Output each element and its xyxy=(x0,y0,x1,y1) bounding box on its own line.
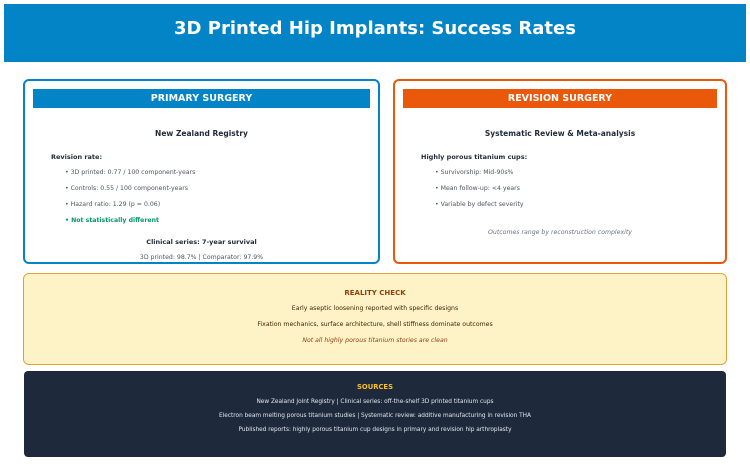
bullet-not-significant: • Not statistically different xyxy=(65,217,159,224)
source-line: Published reports: highly porous titaniu… xyxy=(238,427,512,433)
bullet-follow-up: • Mean follow-up: <4 years xyxy=(435,185,520,192)
reality-check-title: REALITY CHECK xyxy=(344,289,406,297)
reality-check-line: Early aseptic loosening reported with sp… xyxy=(291,305,459,312)
sources-title: SOURCES xyxy=(357,383,393,391)
revision-rate-label: Revision rate: xyxy=(51,153,103,161)
primary-source-title: New Zealand Registry xyxy=(155,129,248,138)
sources-box: SOURCES New Zealand Joint Registry | Cli… xyxy=(24,371,726,457)
source-line: New Zealand Joint Registry | Clinical se… xyxy=(256,399,494,405)
primary-surgery-panel: PRIMARY SURGERY New Zealand Registry Rev… xyxy=(23,79,380,264)
clinical-series-values: 3D printed: 98.7% | Comparator: 97.9% xyxy=(139,254,264,261)
reality-check-note: Not all highly porous titanium stories a… xyxy=(302,337,448,344)
source-line: Electron beam melting porous titanium st… xyxy=(218,413,531,419)
revision-outcomes-note: Outcomes range by reconstruction complex… xyxy=(488,229,632,236)
bullet-defect-severity: • Variable by defect severity xyxy=(435,201,524,208)
revision-surgery-panel: REVISION SURGERY Systematic Review & Met… xyxy=(393,79,727,264)
bullet-controls-rate: • Controls: 0.55 / 100 component-years xyxy=(65,185,188,192)
revision-bullet-list: • Survivorship: Mid-90s% • Mean follow-u… xyxy=(435,169,524,217)
revision-source-title: Systematic Review & Meta-analysis xyxy=(484,129,636,138)
reality-check-box: REALITY CHECK Early aseptic loosening re… xyxy=(23,273,727,365)
revision-surgery-heading: REVISION SURGERY xyxy=(403,89,717,108)
reality-check-line: Fixation mechanics, surface architecture… xyxy=(257,321,493,328)
bullet-3d-printed-rate: • 3D printed: 0.77 / 100 component-years xyxy=(65,169,196,176)
primary-surgery-heading: PRIMARY SURGERY xyxy=(33,89,370,108)
bullet-survivorship: • Survivorship: Mid-90s% xyxy=(435,169,514,176)
page-title-banner: 3D Printed Hip Implants: Success Rates xyxy=(4,4,746,62)
primary-bullet-list: • 3D printed: 0.77 / 100 component-years… xyxy=(65,169,195,233)
porous-cups-label: Highly porous titanium cups: xyxy=(421,153,528,161)
page-title: 3D Printed Hip Implants: Success Rates xyxy=(174,17,576,39)
clinical-series-title: Clinical series: 7-year survival xyxy=(146,238,257,246)
bullet-hazard-ratio: • Hazard ratio: 1.29 (p = 0.06) xyxy=(65,201,161,208)
